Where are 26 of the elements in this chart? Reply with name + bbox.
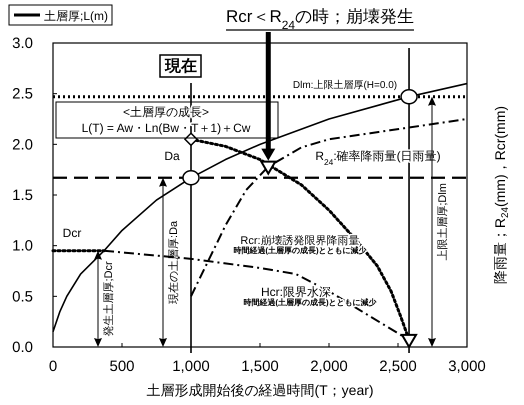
x-tick-label: 2,000 [310, 358, 348, 375]
x-tick-label: 3,000 [448, 358, 486, 375]
y-tick-label: 0.5 [12, 288, 33, 306]
legend-label: 土層厚;L(m) [44, 9, 108, 23]
x-axis-title: 土層形成開始後の経過時間(T；year) [146, 382, 374, 398]
y-tick-label: 2.0 [12, 136, 33, 154]
annotation: 上限土層厚;Dlm [436, 183, 449, 261]
x-tick-label: 500 [109, 358, 135, 375]
legend: 土層厚;L(m) [8, 4, 112, 26]
annotation: Hcr:限界水深 [261, 285, 331, 299]
annotation: 発生土層厚;Dcr [102, 260, 115, 336]
y-tick-label: 1.5 [12, 187, 33, 204]
y-tick-label: 2.5 [12, 86, 33, 103]
x-tick-label: 0 [48, 358, 58, 375]
annotation: Da [164, 149, 180, 163]
ref-line-label: 現在 [164, 57, 197, 75]
chart-title: Rcr＜R$_{24}$の時；崩壊発生 [226, 7, 414, 32]
annotation: Dlm:上限土層厚(H=0.0) [292, 79, 398, 91]
y-tick-label: 3.0 [12, 35, 33, 52]
y-tick-label: 1.0 [12, 238, 33, 255]
annotation: Dcr [62, 226, 82, 240]
y-tick-label: 0.0 [12, 339, 33, 356]
x-tick-label: 1,000 [172, 358, 210, 375]
annotation: 時間経過(土層厚の成長)とともに減少 [243, 298, 378, 307]
x-tick-label: 1,500 [241, 358, 279, 375]
x-tick-label: 2,500 [379, 358, 417, 375]
